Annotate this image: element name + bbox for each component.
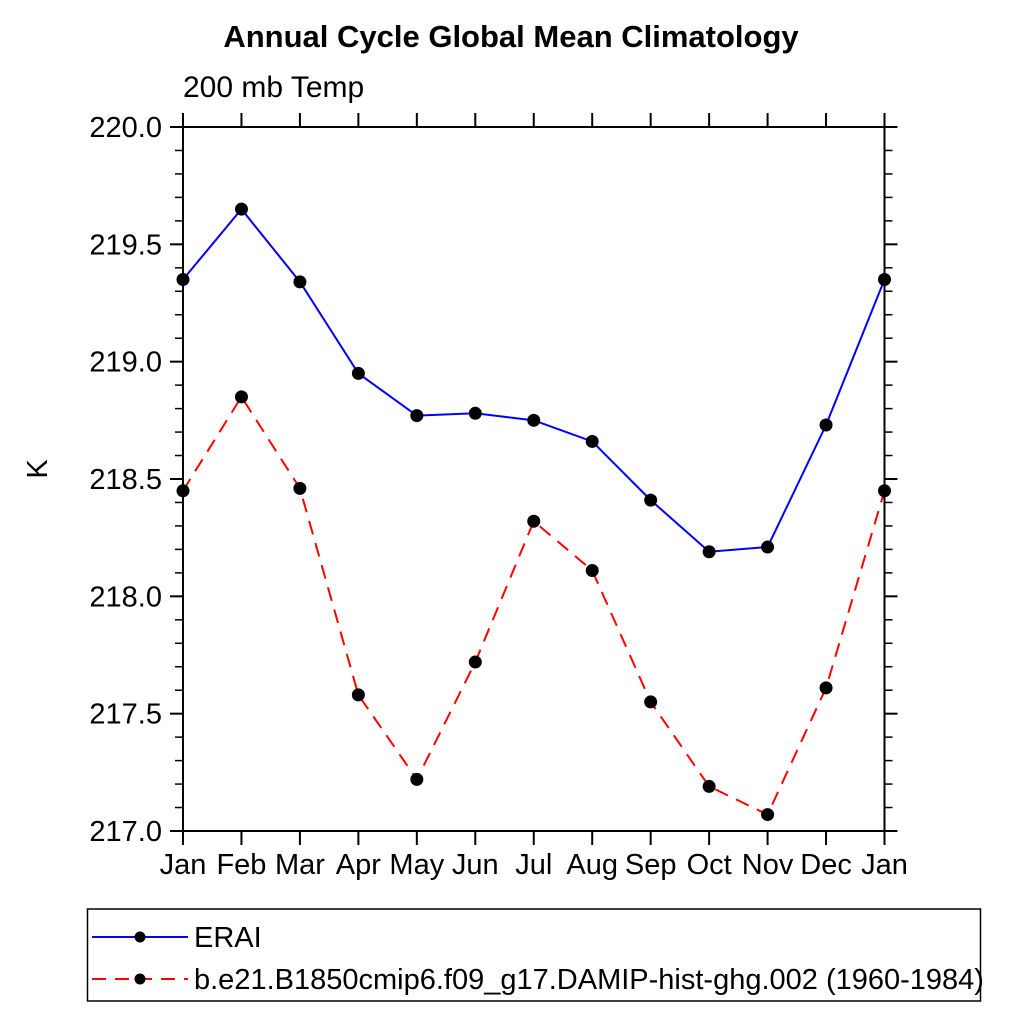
y-tick-label: 218.5 [89,464,162,496]
axis-ticks [170,113,898,845]
data-point-marker [819,681,833,695]
legend-box [86,908,982,1002]
data-point-marker [644,493,658,507]
legend: ERAI b.e21.B1850cmip6.f09_g17.DAMIP-hist-… [86,908,984,1002]
y-tick-label: 219.0 [89,347,162,379]
data-point-marker [468,406,482,420]
x-tick-label: Dec [800,849,852,881]
data-point-marker [234,390,248,404]
data-point-marker [351,688,365,702]
model-line [182,394,886,816]
data-point-marker [702,779,716,793]
data-point-marker [410,772,424,786]
x-tick-label: Sep [625,849,677,881]
legend-label: b.e21.B1850cmip6.f09_g17.DAMIP-hist-ghg.… [194,964,984,996]
y-axis-label: K [22,459,54,479]
data-point-marker [527,514,541,528]
y-tick-label: 218.0 [89,581,162,613]
x-tick-label: Jun [452,849,499,881]
y-tick-label: 219.5 [89,229,162,261]
data-markers [176,202,891,822]
x-tick-label: Aug [566,849,618,881]
axis-tick-labels: Jan Feb Mar Apr May Jun Jul Aug Sep Oct Nov Dec Jan2… [89,112,907,881]
x-tick-label: Jul [515,849,552,881]
x-tick-label: Feb [216,849,266,881]
data-point-marker [644,695,658,709]
x-tick-label: Oct [687,849,732,881]
x-tick-label: May [389,849,444,881]
data-point-marker [468,655,482,669]
data-series [182,207,886,816]
x-tick-label: Jan [160,849,207,881]
data-point-marker [234,202,248,216]
data-point-marker [351,366,365,380]
x-tick-label: Mar [275,849,325,881]
y-tick-label: 217.0 [89,816,162,848]
x-tick-label: Nov [742,849,794,881]
data-point-marker [585,434,599,448]
data-point-marker [702,545,716,559]
chart-title: Annual Cycle Global Mean Climatology [223,19,799,54]
legend-label: ERAI [194,922,262,954]
y-tick-label: 217.5 [89,699,162,731]
y-tick-label: 220.0 [89,112,162,144]
data-point-marker [819,418,833,432]
x-tick-label: Jan [861,849,908,881]
legend-marker [134,931,146,943]
data-point-marker [761,540,775,554]
data-point-marker [527,413,541,427]
legend-marker [134,973,146,985]
erai-line [182,207,886,553]
data-point-marker [293,481,307,495]
x-tick-label: Apr [336,849,381,881]
plot-frame [182,126,886,832]
data-point-marker [761,808,775,822]
chart-subtitle: 200 mb Temp [183,71,364,104]
data-point-marker [585,564,599,578]
data-point-marker [293,275,307,289]
data-point-marker [410,409,424,423]
